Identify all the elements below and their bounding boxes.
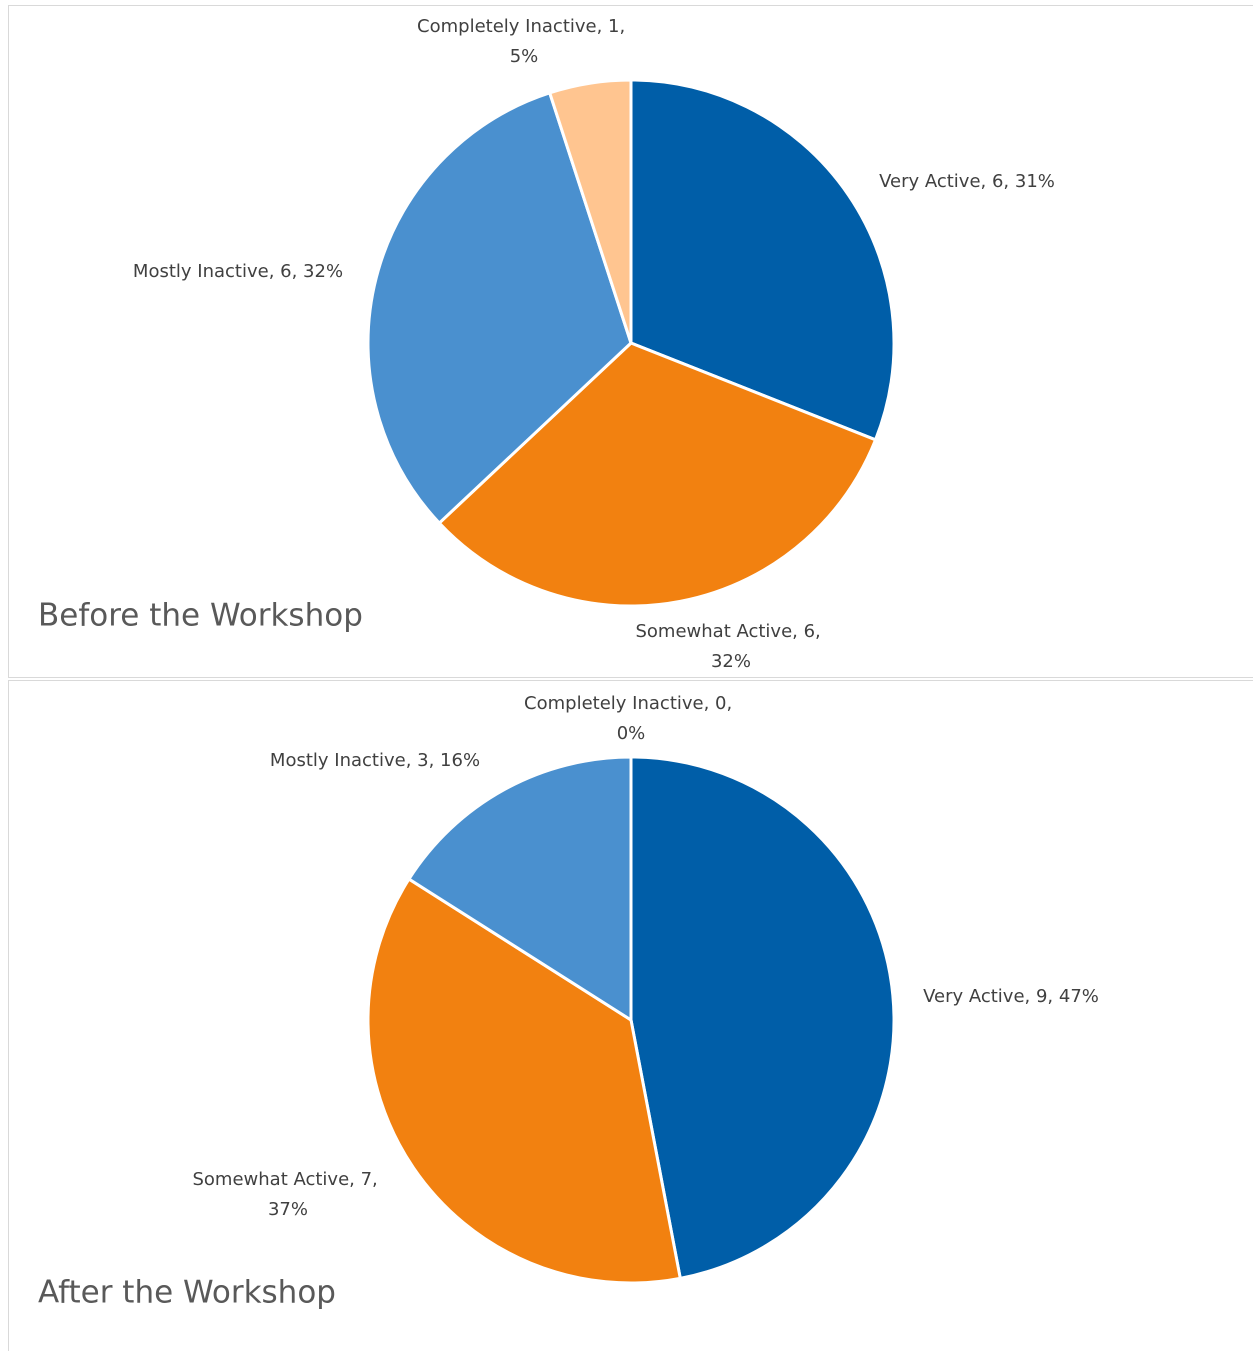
data-label: Somewhat Active, 6, 32% bbox=[635, 621, 826, 672]
chart-title: After the Workshop bbox=[38, 1275, 336, 1311]
data-label: Completely Inactive, 0, 0% bbox=[524, 693, 738, 744]
data-label: Mostly Inactive, 6, 32% bbox=[133, 261, 343, 282]
data-label: Somewhat Active, 7, 37% bbox=[192, 1169, 383, 1220]
chart-title: Before the Workshop bbox=[38, 598, 363, 634]
pie-slice bbox=[631, 757, 894, 1278]
data-label: Mostly Inactive, 3, 16% bbox=[270, 750, 480, 771]
data-label: Very Active, 6, 31% bbox=[879, 171, 1055, 192]
data-label: Very Active, 9, 47% bbox=[923, 986, 1099, 1007]
data-label: Completely Inactive, 1, 5% bbox=[417, 16, 631, 67]
